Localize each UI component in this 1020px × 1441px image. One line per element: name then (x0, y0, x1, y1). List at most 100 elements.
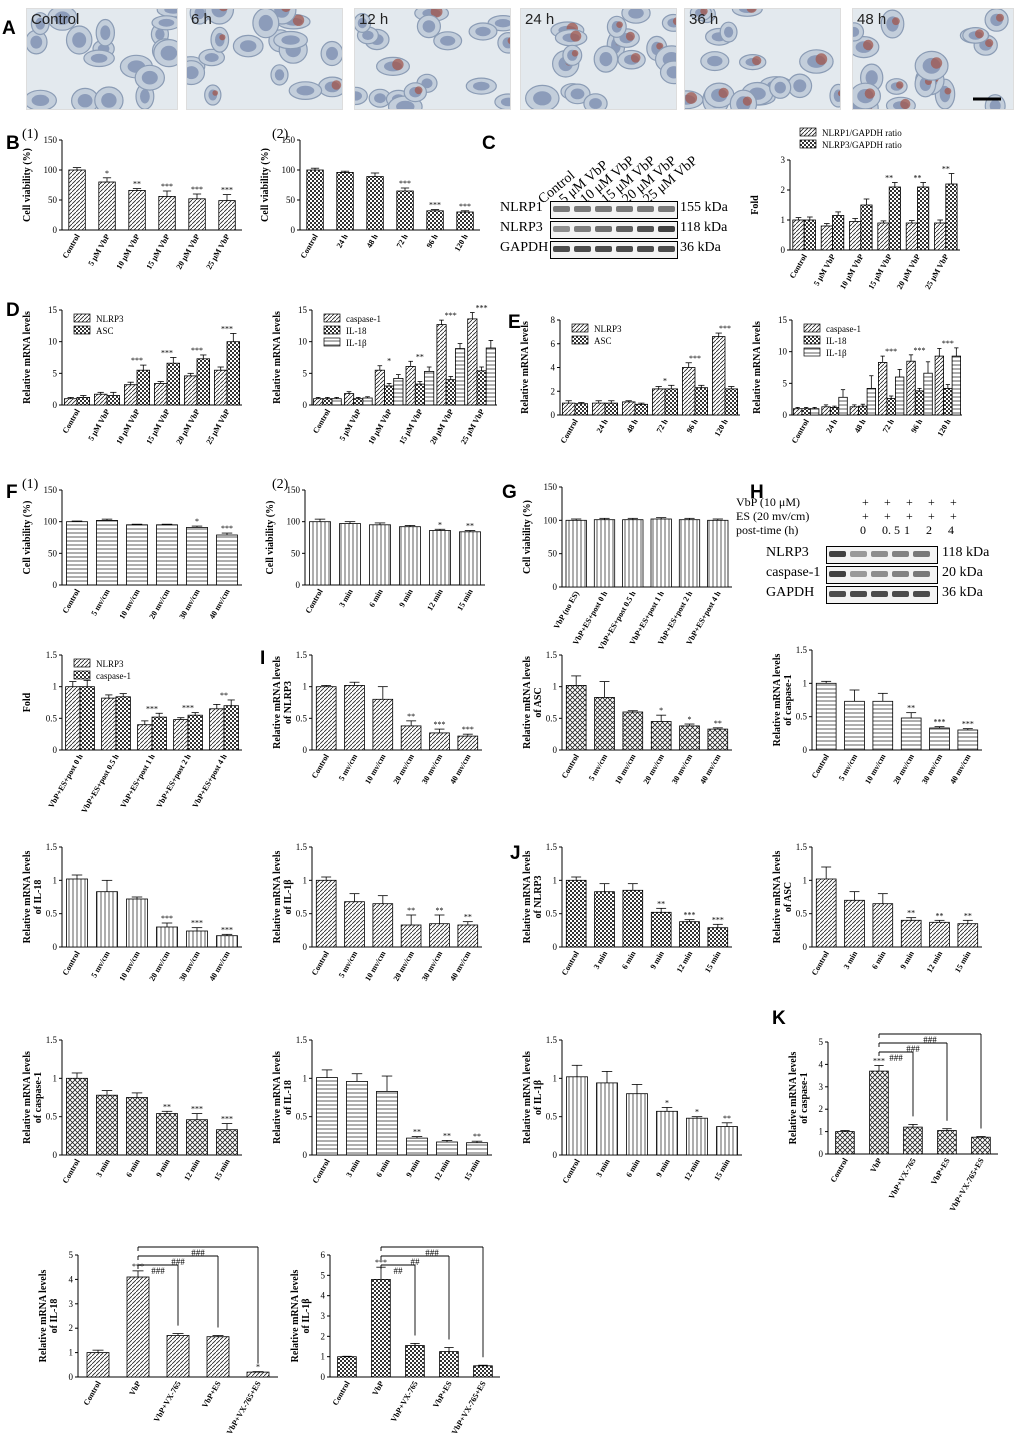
x-tick-label: 5 μM VbP (86, 407, 111, 442)
y-tick-label: 15 (778, 315, 788, 325)
bar (156, 926, 178, 948)
bar (366, 176, 384, 231)
x-tick-label: 15 min (712, 1157, 732, 1182)
bar (343, 393, 355, 406)
bar (565, 879, 587, 948)
y-axis-label: Relative mRNA levels (522, 656, 533, 749)
y-tick-label: 1 (69, 1348, 74, 1358)
wb-c-band-strip (550, 221, 678, 239)
bar (384, 385, 395, 406)
bar (64, 398, 78, 406)
panel-label-E: E (508, 312, 521, 333)
bar (454, 348, 466, 406)
y-axis-label: of ASC (783, 882, 794, 912)
y-tick-label: 1 (53, 875, 58, 885)
wb-h-time: 0. 5 (882, 523, 900, 537)
x-tick-label: Control (561, 1157, 582, 1185)
bar (126, 1276, 150, 1378)
bar (66, 521, 88, 586)
significance-mark: *** (462, 725, 474, 734)
x-tick-label: 24 h (595, 417, 610, 434)
bar (96, 891, 118, 948)
bar (650, 518, 672, 588)
y-tick-label: 5 (303, 368, 308, 378)
x-tick-label: 20 μM VbP (174, 232, 201, 270)
x-tick-label: VbP+VX-765 (887, 1157, 918, 1201)
x-tick-label: VbP (370, 1379, 385, 1397)
bar (374, 369, 385, 406)
y-tick-label: 15 (48, 305, 58, 315)
legend-label: ASC (594, 336, 612, 346)
y-tick-label: 1 (553, 1073, 558, 1083)
significance-mark: *** (131, 356, 143, 365)
x-tick-label: Control (559, 417, 580, 445)
y-tick-label: 0 (783, 410, 788, 420)
y-tick-label: 0.5 (296, 713, 308, 723)
bar (476, 370, 487, 406)
x-tick-label: Control (304, 587, 325, 615)
y-axis-label: of caspase-1 (783, 674, 794, 725)
x-tick-label: Control (331, 1379, 352, 1407)
bar (872, 700, 894, 751)
x-tick-label: Control (810, 949, 831, 977)
legend-swatch (799, 127, 817, 137)
bar (835, 1131, 855, 1155)
bar (650, 911, 672, 948)
y-tick-label: 1.5 (546, 842, 558, 852)
x-tick-label: VbP+ES (431, 1379, 454, 1409)
x-tick-label: 15 min (462, 1157, 482, 1182)
y-tick-label: 4 (551, 363, 556, 373)
x-tick-label: 9 min (648, 949, 666, 971)
x-tick-label: VbP+VX-765+ES (225, 1379, 263, 1436)
y-tick-label: 1 (553, 875, 558, 885)
y-axis-label: of caspase-1 (33, 1072, 44, 1123)
x-tick-label: Control (788, 252, 809, 280)
x-tick-label: 15 min (703, 949, 723, 974)
y-axis-label: Relative mRNA levels (22, 851, 33, 944)
significance-mark: ** (723, 1114, 731, 1123)
bar (656, 1110, 678, 1156)
bar (566, 1076, 588, 1156)
bar (429, 732, 450, 751)
bar (94, 393, 108, 406)
bar (337, 1356, 357, 1378)
y-axis-label: of ASC (533, 687, 544, 717)
y-tick-label: 0 (53, 225, 58, 235)
wb-h-row-label: post-time (h) (736, 523, 799, 537)
x-tick-label: VbP (868, 1156, 883, 1174)
chart-subtitle: (1) (22, 477, 39, 492)
wb-h-sign: + (862, 509, 869, 523)
x-tick-label: 25 μM VbP (204, 407, 231, 445)
x-tick-label: 12 min (925, 949, 945, 974)
y-tick-label: 5 (53, 368, 58, 378)
y-tick-label: 150 (44, 485, 58, 495)
significance-mark: *** (476, 304, 488, 313)
significance-mark: *** (221, 524, 233, 533)
x-tick-label: Control (311, 407, 332, 435)
legend-swatch (571, 323, 589, 333)
y-tick-label: 0 (303, 745, 308, 755)
significance-mark: *** (684, 911, 696, 920)
wb-h-sign: + (906, 509, 913, 523)
bar (429, 530, 451, 586)
x-tick-label: 5 mv/cm (337, 752, 360, 782)
y-tick-label: 5 (69, 1250, 74, 1260)
y-tick-label: 1 (53, 1073, 58, 1083)
legend-swatch (803, 335, 821, 345)
y-tick-label: 0 (553, 745, 558, 755)
significance-mark: ** (163, 1102, 171, 1111)
bar (832, 215, 845, 251)
bar (406, 1137, 428, 1156)
x-tick-label: 6 min (367, 587, 385, 609)
significance-mark: ** (443, 1131, 451, 1140)
bar (153, 383, 168, 406)
bar (724, 388, 739, 416)
x-tick-label: 48 h (853, 417, 868, 434)
bar (126, 524, 148, 586)
bar (838, 396, 848, 416)
x-tick-label: 9 min (654, 1157, 672, 1179)
micrograph-0: Control (26, 8, 178, 110)
bar (101, 697, 117, 751)
significance-mark: *** (221, 1115, 233, 1124)
x-tick-label: Control (61, 587, 82, 615)
